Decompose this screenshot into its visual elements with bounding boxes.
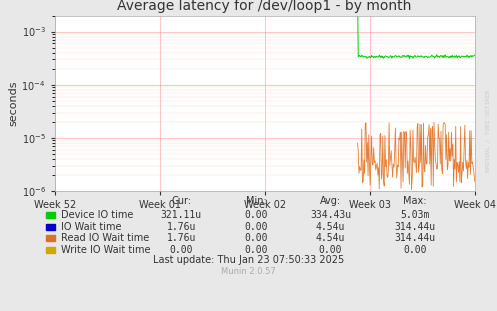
Y-axis label: seconds: seconds [8, 81, 19, 126]
Text: 0.00: 0.00 [169, 245, 193, 255]
Text: 0.00: 0.00 [403, 245, 427, 255]
Text: Write IO Wait time: Write IO Wait time [61, 245, 150, 255]
Text: 4.54u: 4.54u [316, 233, 345, 243]
Text: Device IO time: Device IO time [61, 210, 133, 220]
Text: 0.00: 0.00 [244, 222, 268, 232]
Text: Read IO Wait time: Read IO Wait time [61, 233, 149, 243]
Text: 314.44u: 314.44u [395, 233, 435, 243]
Text: Last update: Thu Jan 23 07:50:33 2025: Last update: Thu Jan 23 07:50:33 2025 [153, 255, 344, 265]
Text: 0.00: 0.00 [319, 245, 342, 255]
Text: IO Wait time: IO Wait time [61, 222, 121, 232]
Text: Min:: Min: [246, 196, 266, 206]
Text: 321.11u: 321.11u [161, 210, 202, 220]
Text: 1.76u: 1.76u [166, 233, 196, 243]
Text: 0.00: 0.00 [244, 233, 268, 243]
Text: 334.43u: 334.43u [310, 210, 351, 220]
Text: Cur:: Cur: [171, 196, 191, 206]
Text: 314.44u: 314.44u [395, 222, 435, 232]
Title: Average latency for /dev/loop1 - by month: Average latency for /dev/loop1 - by mont… [117, 0, 412, 13]
Text: Avg:: Avg: [320, 196, 341, 206]
Text: 0.00: 0.00 [244, 245, 268, 255]
Text: 0.00: 0.00 [244, 210, 268, 220]
Text: RRDTOOL / TOBI OETIKER: RRDTOOL / TOBI OETIKER [486, 89, 491, 172]
Text: Max:: Max: [403, 196, 427, 206]
Text: 4.54u: 4.54u [316, 222, 345, 232]
Text: 1.76u: 1.76u [166, 222, 196, 232]
Text: Munin 2.0.57: Munin 2.0.57 [221, 267, 276, 276]
Text: 5.03m: 5.03m [400, 210, 430, 220]
